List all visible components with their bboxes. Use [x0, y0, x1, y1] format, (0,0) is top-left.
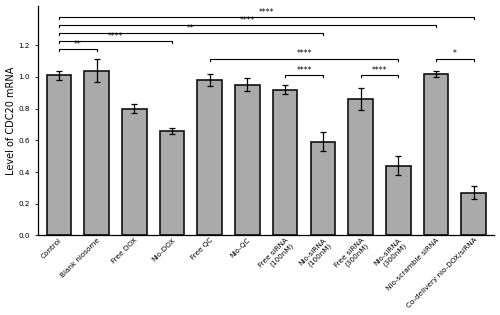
Bar [386, 166, 410, 236]
Bar [462, 193, 486, 236]
Text: ****: **** [296, 49, 312, 58]
Text: ****: **** [296, 66, 312, 75]
Bar [424, 74, 448, 236]
Y-axis label: Level of CDC20 mRNA: Level of CDC20 mRNA [6, 66, 16, 175]
Bar [122, 109, 146, 236]
Text: ****: **** [258, 8, 274, 17]
Bar [348, 99, 373, 236]
Bar [84, 71, 109, 236]
Text: **: ** [74, 40, 82, 49]
Bar [160, 131, 184, 236]
Text: ****: **** [240, 16, 255, 25]
Bar [235, 85, 260, 236]
Text: **: ** [187, 24, 195, 33]
Bar [273, 89, 297, 236]
Text: ****: **** [108, 32, 123, 41]
Bar [46, 75, 71, 236]
Bar [198, 80, 222, 236]
Bar [310, 142, 335, 236]
Text: ****: **** [372, 66, 387, 75]
Text: *: * [453, 49, 457, 58]
